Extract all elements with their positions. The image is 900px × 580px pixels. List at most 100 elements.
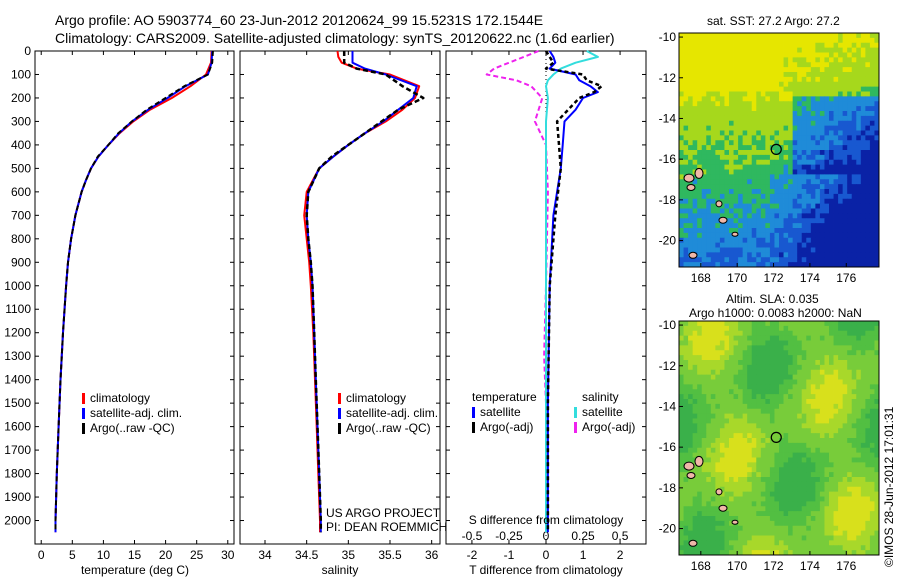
map-cell bbox=[692, 325, 698, 332]
map-cell bbox=[829, 232, 834, 239]
map-cell bbox=[756, 452, 762, 458]
map-cell bbox=[756, 403, 762, 410]
map-cell bbox=[829, 37, 834, 44]
map-cell bbox=[742, 408, 748, 415]
map-cell bbox=[838, 447, 844, 454]
map-cell bbox=[797, 203, 803, 209]
map-x-tick-label: 172 bbox=[764, 559, 784, 573]
map-cell bbox=[860, 232, 866, 239]
map-cell bbox=[783, 355, 789, 361]
map-cell bbox=[797, 550, 803, 556]
map-cell bbox=[701, 218, 707, 224]
map-cell bbox=[792, 96, 798, 102]
map-cell bbox=[765, 442, 771, 449]
map-cell bbox=[688, 525, 694, 532]
map-cell bbox=[838, 525, 844, 532]
map-cell bbox=[806, 42, 812, 49]
map-cell bbox=[738, 67, 744, 73]
map-cell bbox=[688, 67, 694, 73]
map-cell bbox=[810, 335, 816, 341]
map-cell bbox=[824, 101, 830, 107]
map-cell bbox=[819, 47, 825, 53]
map-cell bbox=[692, 47, 698, 53]
map-cell bbox=[751, 486, 757, 493]
map-cell bbox=[760, 140, 766, 146]
map-cell bbox=[801, 33, 807, 39]
map-cell bbox=[869, 433, 875, 439]
map-cell bbox=[774, 150, 780, 156]
map-cell bbox=[833, 193, 839, 200]
map-cell bbox=[742, 115, 748, 122]
map-cell bbox=[838, 42, 844, 49]
map-cell bbox=[842, 81, 848, 88]
map-cell bbox=[756, 140, 762, 146]
map-cell bbox=[719, 86, 725, 92]
map-cell bbox=[824, 169, 830, 175]
map-cell bbox=[719, 545, 725, 551]
map-cell bbox=[683, 115, 689, 122]
map-cell bbox=[788, 530, 794, 536]
map-cell bbox=[797, 62, 803, 68]
map-cell bbox=[792, 42, 798, 49]
map-cell bbox=[833, 111, 839, 117]
map-cell bbox=[679, 477, 684, 483]
map-cell bbox=[765, 247, 771, 253]
map-cell bbox=[724, 438, 730, 444]
map-cell bbox=[856, 477, 862, 483]
map-cell bbox=[810, 408, 816, 415]
map-cell bbox=[769, 76, 775, 83]
map-cell bbox=[738, 150, 744, 156]
map-cell bbox=[847, 96, 853, 102]
map-cell bbox=[724, 472, 730, 478]
map-cell bbox=[824, 159, 830, 166]
map-cell bbox=[706, 501, 712, 507]
map-cell bbox=[774, 355, 780, 361]
map-cell bbox=[729, 159, 734, 166]
map-cell bbox=[733, 481, 739, 488]
map-cell bbox=[774, 413, 780, 419]
map-cell bbox=[683, 154, 689, 161]
map-cell bbox=[806, 213, 812, 219]
map-cell bbox=[869, 374, 875, 380]
map-cell bbox=[719, 115, 725, 122]
map-cell bbox=[860, 120, 866, 127]
map-cell bbox=[688, 218, 694, 224]
map-cell bbox=[819, 72, 825, 78]
map-cell bbox=[788, 91, 794, 97]
map-cell bbox=[683, 550, 689, 556]
map-cell bbox=[851, 101, 857, 107]
map-cell bbox=[719, 467, 725, 473]
map-cell bbox=[774, 247, 780, 253]
map-cell bbox=[706, 379, 712, 385]
map-cell bbox=[847, 208, 853, 214]
map-cell bbox=[783, 364, 789, 371]
map-cell bbox=[874, 325, 880, 332]
map-cell bbox=[833, 47, 839, 53]
map-cell bbox=[769, 111, 775, 117]
map-cell bbox=[819, 106, 825, 112]
map-cell bbox=[715, 525, 721, 532]
map-x-tick-label: 176 bbox=[836, 559, 856, 573]
map-cell bbox=[829, 198, 834, 205]
map-cell bbox=[829, 447, 834, 454]
map-cell bbox=[838, 252, 844, 258]
map-cell bbox=[751, 193, 757, 200]
map-cell bbox=[692, 481, 698, 488]
map-cell bbox=[724, 374, 730, 380]
map-cell bbox=[715, 213, 721, 219]
map-cell bbox=[869, 545, 875, 551]
map-cell bbox=[769, 33, 775, 39]
map-cell bbox=[842, 106, 848, 112]
map-cell bbox=[860, 86, 866, 92]
map-cell bbox=[756, 101, 762, 107]
map-cell bbox=[865, 130, 871, 136]
map-cell bbox=[810, 364, 816, 371]
map-cell bbox=[865, 394, 871, 400]
map-cell bbox=[806, 203, 812, 209]
map-cell bbox=[679, 516, 684, 522]
map-cell bbox=[751, 540, 757, 546]
map-cell bbox=[810, 262, 816, 268]
map-y-tick-label: -16 bbox=[659, 440, 677, 454]
map-cell bbox=[869, 481, 875, 488]
map-cell bbox=[715, 447, 721, 454]
